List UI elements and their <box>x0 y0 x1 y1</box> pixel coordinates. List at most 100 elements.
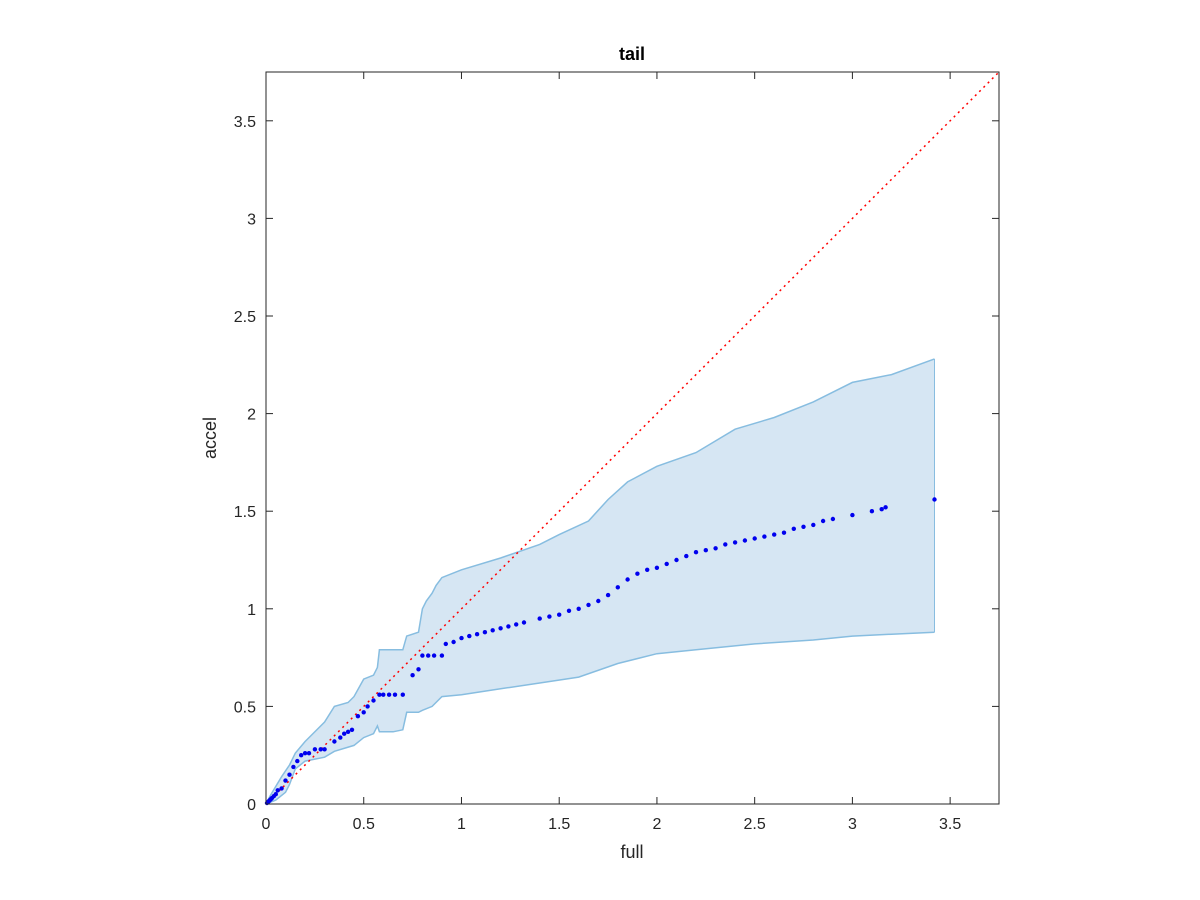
data-point <box>883 505 888 510</box>
data-point <box>781 530 787 535</box>
data-point <box>361 710 366 715</box>
data-point <box>576 606 581 611</box>
data-point <box>514 622 519 627</box>
data-point <box>467 633 472 639</box>
y-tick-label: 3 <box>247 211 256 228</box>
data-point <box>879 507 884 512</box>
data-point <box>762 534 767 539</box>
data-point <box>426 653 431 658</box>
y-tick-label: 2.5 <box>234 309 256 326</box>
data-point <box>605 592 611 598</box>
data-point <box>557 612 562 617</box>
x-axis-label: full <box>620 842 643 862</box>
identity-line <box>265 71 1000 805</box>
data-point <box>693 550 699 555</box>
data-point <box>615 585 620 590</box>
data-point <box>830 516 836 522</box>
data-point <box>474 632 480 637</box>
data-point <box>443 641 448 647</box>
data-point <box>703 548 708 553</box>
data-point <box>275 788 280 793</box>
data-point <box>566 608 572 613</box>
data-point <box>291 764 296 770</box>
data-point <box>392 692 398 697</box>
y-tick-label: 1 <box>247 602 256 619</box>
data-point <box>498 626 503 631</box>
data-point <box>365 704 370 709</box>
data-point <box>342 731 347 736</box>
data-point <box>684 553 689 559</box>
data-point <box>537 616 542 621</box>
data-point <box>332 739 337 744</box>
data-point <box>416 667 421 672</box>
data-point <box>674 557 679 563</box>
data-point <box>732 540 738 545</box>
data-point <box>586 602 591 608</box>
reference-line <box>265 71 1000 805</box>
band-upper-edge <box>265 358 935 805</box>
band-lower-edge <box>265 631 935 805</box>
data-point <box>377 692 382 697</box>
data-point <box>400 692 405 697</box>
band-fill <box>266 358 935 804</box>
y-tick-label: 0.5 <box>234 699 256 716</box>
data-point <box>791 526 796 531</box>
data-point <box>420 653 425 658</box>
data-point <box>371 698 376 703</box>
data-point <box>381 692 386 697</box>
x-tick-label: 0.5 <box>353 816 375 833</box>
data-point <box>772 532 777 537</box>
data-point <box>349 727 355 732</box>
axes-frame <box>265 71 1000 805</box>
data-point <box>752 536 757 541</box>
data-point <box>850 512 855 518</box>
x-tick-label: 3.5 <box>939 816 961 833</box>
y-tick-label: 2 <box>247 407 256 424</box>
x-tick-label: 3 <box>848 816 857 833</box>
data-point <box>811 522 816 528</box>
data-point <box>713 546 718 551</box>
x-tick-label: 0 <box>262 816 271 833</box>
data-point <box>596 598 601 604</box>
data-point <box>295 758 300 764</box>
data-point <box>869 509 875 514</box>
data-point <box>801 524 806 529</box>
data-points <box>264 497 937 806</box>
data-point <box>439 653 445 658</box>
x-tick-label: 2.5 <box>744 816 766 833</box>
data-point <box>820 518 826 524</box>
y-axis-ticks: 0 0.5 1 1.5 2 2.5 3 3.5 <box>234 114 999 814</box>
data-point <box>279 786 284 791</box>
data-point <box>273 792 278 797</box>
y-tick-label: 1.5 <box>234 504 256 521</box>
data-point <box>451 639 456 645</box>
data-point <box>625 577 630 582</box>
chart-title: tail <box>619 44 645 64</box>
data-point <box>318 747 323 752</box>
x-tick-label: 1 <box>457 816 466 833</box>
data-point <box>345 729 351 734</box>
data-point <box>306 751 312 756</box>
data-point <box>742 538 748 543</box>
data-point <box>302 751 308 756</box>
data-point <box>312 747 318 752</box>
data-point <box>386 692 392 697</box>
data-point <box>547 614 552 619</box>
data-point <box>287 772 292 777</box>
data-point <box>664 561 669 567</box>
data-point <box>322 747 327 752</box>
data-point <box>459 635 464 641</box>
data-point <box>355 714 361 719</box>
data-point <box>338 735 343 740</box>
data-point <box>431 653 437 658</box>
y-tick-label: 3.5 <box>234 114 256 131</box>
data-point <box>482 630 488 635</box>
x-tick-label: 1.5 <box>548 816 570 833</box>
data-point <box>635 571 640 576</box>
data-point <box>932 497 937 502</box>
confidence-band <box>265 358 935 805</box>
x-axis-ticks: 0 0.5 1 1.5 2 2.5 3 3.5 <box>262 72 961 833</box>
data-point <box>410 673 415 678</box>
data-point <box>521 620 527 625</box>
